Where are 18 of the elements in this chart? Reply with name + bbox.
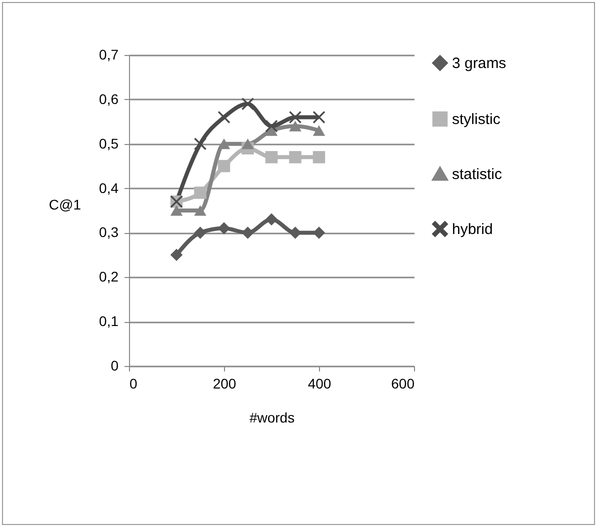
y-tick-label: 0,5 xyxy=(99,135,119,152)
legend-label: 3 grams xyxy=(452,55,506,72)
y-tick-label: 0 xyxy=(110,358,119,374)
legend-label: hybrid xyxy=(452,221,493,238)
y-tick-label: 0,1 xyxy=(99,313,119,330)
x-tick-label: 0 xyxy=(130,376,138,392)
x-tick-label: 600 xyxy=(391,376,415,392)
legend-label: statistic xyxy=(452,166,503,183)
y-axis-title: C@1 xyxy=(48,196,82,212)
x-axis-title: #words xyxy=(249,410,295,426)
y-tick-label: 0,3 xyxy=(99,224,119,240)
y-tick-label: 0,6 xyxy=(99,90,119,107)
y-tick-label: 0,7 xyxy=(99,46,119,62)
x-tick-label: 400 xyxy=(308,376,332,392)
legend-label: stylistic xyxy=(452,111,501,128)
y-tick-label: 0,2 xyxy=(99,268,119,285)
x-tick-label: 200 xyxy=(212,376,236,392)
y-tick-label: 0,4 xyxy=(99,180,119,196)
